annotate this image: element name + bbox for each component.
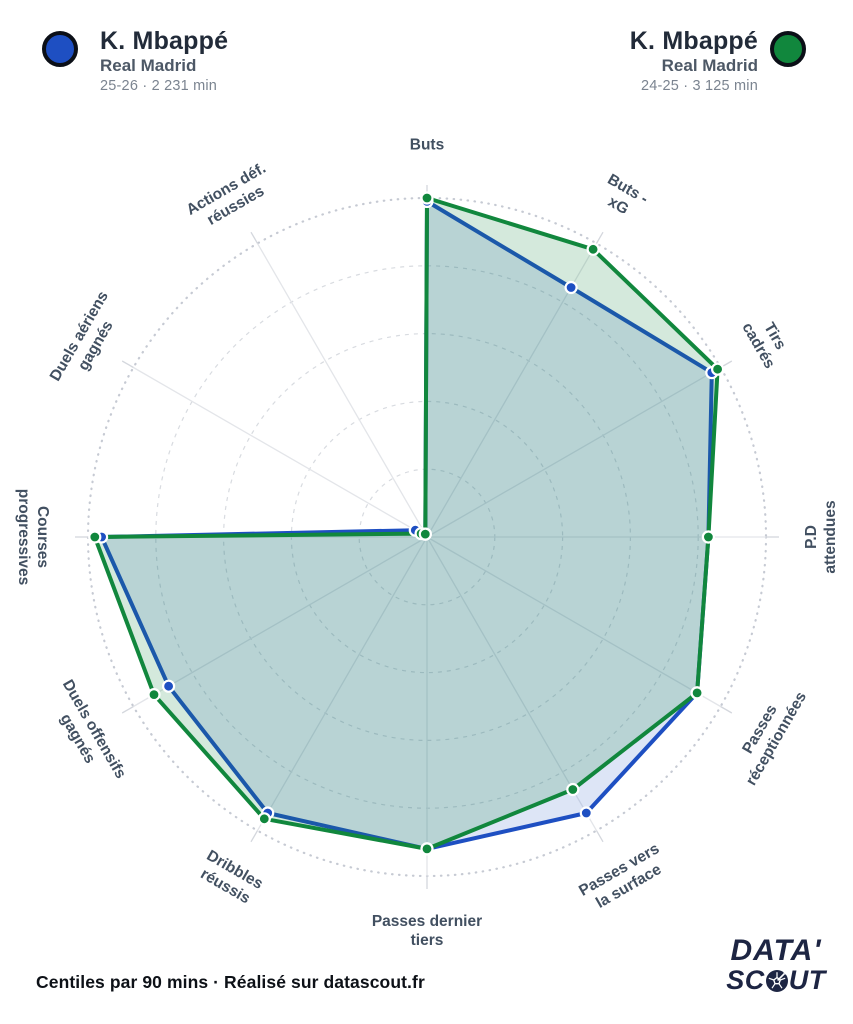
data-point-blue-1 xyxy=(564,280,578,295)
datascout-logo: DATA' SC UT xyxy=(715,936,837,994)
data-point-green-0 xyxy=(420,191,434,205)
axis-label-5: Passes versla surface xyxy=(576,840,672,916)
axis-label-11: Actions déf.réussies xyxy=(184,160,279,236)
data-point-green-2 xyxy=(710,362,725,376)
axis-spoke-11 xyxy=(256,243,428,538)
data-point-green-5 xyxy=(566,782,580,797)
player-season-left: 25-26 · 2 231 min xyxy=(100,78,218,94)
player-team-right: Real Madrid xyxy=(661,56,758,75)
axis-spoke-2 xyxy=(426,366,721,538)
logo-line2: SC UT xyxy=(715,967,837,994)
axis-spoke-4 xyxy=(426,536,721,708)
footer-note: Centiles par 90 mins · Réalisé sur datas… xyxy=(36,972,425,992)
data-point-green-3 xyxy=(701,530,716,544)
radar-series xyxy=(92,196,720,851)
axis-label-0: Buts xyxy=(410,137,444,154)
legend-swatch-blue xyxy=(42,31,78,67)
data-point-green-1 xyxy=(586,242,600,256)
player-team-left: Real Madrid xyxy=(100,56,197,75)
player-season-right: 24-25 · 3 125 min xyxy=(640,78,758,94)
axis-spoke-5 xyxy=(426,536,598,831)
axis-tick-7 xyxy=(250,830,259,843)
data-point-green-4 xyxy=(690,686,704,700)
data-point-green-11 xyxy=(418,527,432,541)
player-name-right: K. Mbappé xyxy=(629,27,758,55)
data-point-green-6 xyxy=(420,842,434,856)
data-point-green-9 xyxy=(88,530,102,544)
legend-swatch-green xyxy=(770,31,806,67)
axis-tick-1 xyxy=(595,231,604,244)
axis-spoke-7 xyxy=(256,536,428,831)
axis-label-3: P.D attendues xyxy=(803,500,839,573)
axis-tick-10 xyxy=(121,360,134,369)
legend-right: K. Mbappé Real Madrid 24-25 · 3 125 min xyxy=(630,27,758,96)
series-polygon-green xyxy=(92,196,720,851)
axis-label-9: Coursesprogressives xyxy=(15,489,51,586)
player-name-left: K. Mbappé xyxy=(100,27,229,55)
axis-spoke-8 xyxy=(133,536,428,708)
data-point-green-7 xyxy=(257,812,271,826)
axis-tick-8 xyxy=(121,705,134,714)
axis-label-4: Passesréceptionnées xyxy=(726,679,810,788)
axis-tick-5 xyxy=(595,830,604,843)
data-point-blue-5 xyxy=(579,806,593,820)
data-point-green-8 xyxy=(147,687,161,702)
axis-label-6: Passes dernier tiers xyxy=(372,913,482,949)
data-point-blue-8 xyxy=(162,679,176,693)
axis-spoke-10 xyxy=(133,366,428,538)
axis-tick-4 xyxy=(720,705,733,714)
axis-label-2: Tirscadrés xyxy=(738,310,794,371)
axis-label-7: Dribblesréussis xyxy=(194,847,266,909)
legend-left: K. Mbappé Real Madrid 25-26 · 2 231 min xyxy=(100,27,228,96)
axis-label-1: Buts -xG xyxy=(595,171,651,224)
radar-markers xyxy=(88,191,725,856)
logo-line2-prefix: SC xyxy=(726,965,765,995)
axis-label-10: Duels aériensgagnés xyxy=(47,288,129,393)
logo-line2-suffix: UT xyxy=(788,965,826,995)
soccer-ball-icon xyxy=(765,969,788,992)
logo-line1: DATA' xyxy=(730,934,822,967)
axis-label-8: Duels offensifsgagnés xyxy=(42,677,129,791)
axis-tick-11 xyxy=(250,231,259,244)
